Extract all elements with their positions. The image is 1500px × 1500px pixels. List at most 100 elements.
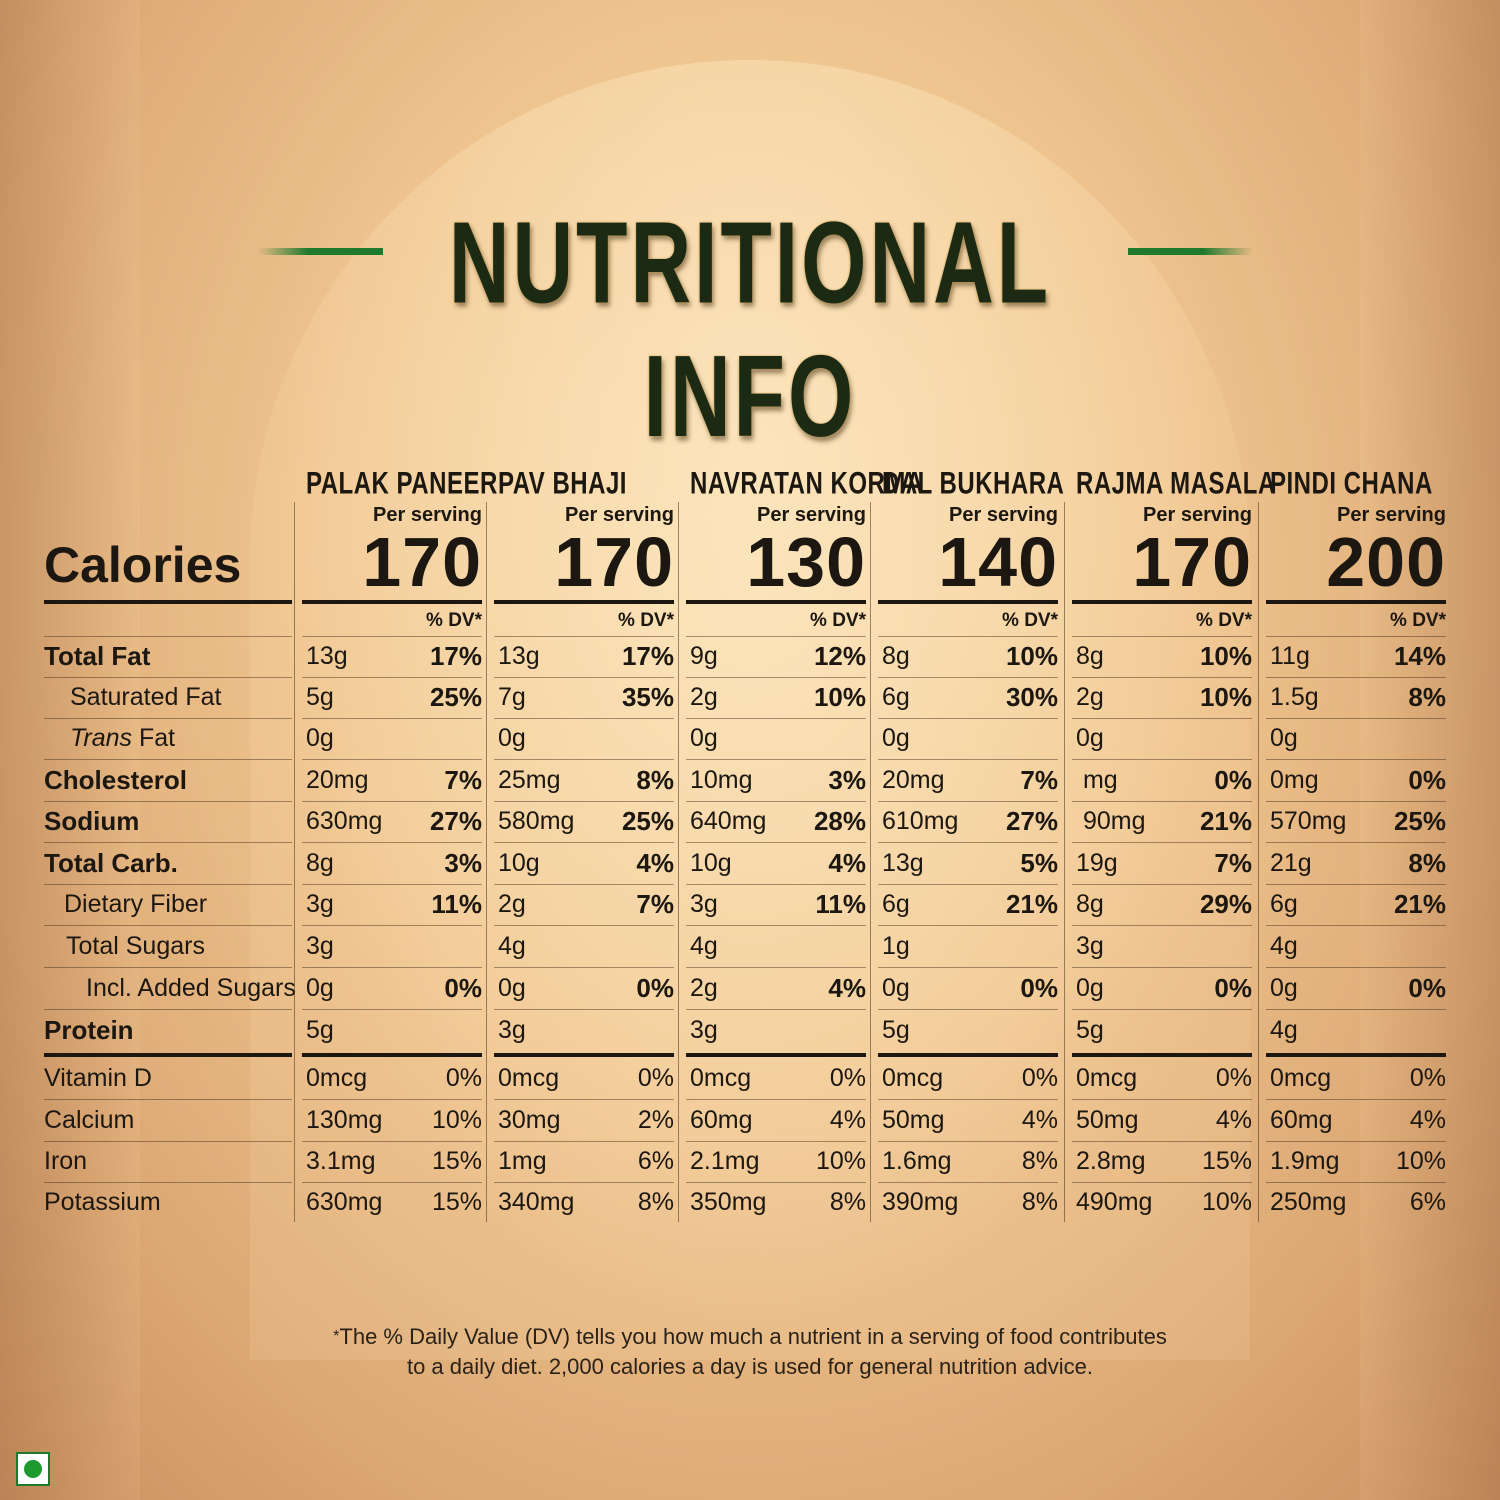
row-separator [494, 759, 674, 760]
nutrient-dv: 10% [1199, 682, 1252, 712]
row-separator [44, 636, 292, 637]
row-label-total-carb: Total Carb. [44, 848, 178, 878]
nutrient-amount: 20mg [882, 766, 945, 794]
row-separator [494, 718, 674, 719]
nutrient-dv: 6% [1409, 1188, 1446, 1216]
nutrient-amount: 3g [306, 890, 334, 918]
nutrient-dv: 27% [429, 806, 482, 836]
column-divider [678, 502, 679, 1222]
row-label-total-sugars: Total Sugars [66, 932, 205, 960]
nutrient-dv: 0% [636, 973, 674, 1003]
row-separator [686, 801, 866, 802]
column-divider [486, 502, 487, 1222]
nutrient-amount: 0g [882, 974, 910, 1002]
row-separator [494, 842, 674, 843]
nutrient-dv: 21% [1005, 889, 1058, 919]
row-separator [494, 677, 674, 678]
nutrient-dv: 4% [636, 848, 674, 878]
nutrient-amount: 2g [690, 974, 718, 1002]
nutrient-dv: 21% [1199, 806, 1252, 836]
row-label-protein: Protein [44, 1015, 134, 1045]
dv-header: % DV* [1002, 610, 1058, 631]
nutrient-dv: 0% [1409, 1064, 1446, 1092]
row-separator [1266, 1099, 1446, 1100]
row-label-saturated-fat: Saturated Fat [70, 683, 222, 711]
nutrient-dv: 10% [1395, 1147, 1446, 1175]
nutrient-dv: 10% [1201, 1188, 1252, 1216]
row-separator [302, 759, 482, 760]
calories-value: 200 [1326, 523, 1446, 601]
nutrient-amount: 0mcg [882, 1064, 944, 1092]
nutrient-amount: 0mcg [1270, 1064, 1332, 1092]
protein-rule [1072, 1053, 1252, 1057]
nutrient-dv: 0% [1021, 1064, 1058, 1092]
row-separator [686, 718, 866, 719]
row-label-total-fat: Total Fat [44, 641, 151, 671]
nutrient-dv: 8% [1408, 848, 1446, 878]
nutrient-dv: 4% [828, 973, 866, 1003]
nutrient-amount: 0mg [1270, 766, 1319, 794]
dv-header: % DV* [426, 610, 482, 631]
nutrient-amount: 0g [1076, 724, 1104, 752]
calories-value: 130 [746, 523, 866, 601]
nutrient-amount: 3g [306, 932, 334, 960]
protein-rule [1266, 1053, 1446, 1057]
nutrient-amount: 11g [1270, 642, 1310, 670]
product-name: PAV BHAJI [498, 466, 627, 502]
row-separator [1072, 1099, 1252, 1100]
product-column: PAV BHAJI Per serving 170 % DV* 13g 17% 7g 35% 0… [486, 460, 674, 1222]
column-divider [870, 502, 871, 1222]
calories-value: 170 [1132, 523, 1252, 601]
nutrient-amount: 21g [1270, 849, 1312, 877]
nutrient-amount: 4g [1270, 1016, 1298, 1044]
row-separator [686, 1182, 866, 1183]
row-separator [44, 842, 292, 843]
title-line-right [1128, 248, 1253, 255]
row-separator [1072, 759, 1252, 760]
nutrient-dv: 0% [637, 1064, 674, 1092]
nutrient-dv: 5% [1020, 848, 1058, 878]
per-serving-label: Per serving [565, 504, 674, 526]
protein-rule [494, 1053, 674, 1057]
protein-rule [44, 1053, 292, 1057]
nutrient-dv: 35% [621, 682, 674, 712]
calories-rule [302, 600, 482, 604]
nutrient-amount: 25mg [498, 766, 561, 794]
nutrient-amount: 6g [882, 890, 910, 918]
nutrient-amount: 20mg [306, 766, 369, 794]
nutrient-amount: 490mg [1076, 1188, 1153, 1216]
protein-rule [686, 1053, 866, 1057]
nutrient-amount: 2g [1076, 683, 1104, 711]
nutrient-dv: 4% [828, 848, 866, 878]
footnote-line-2: to a daily diet. 2,000 calories a day is… [406, 1354, 1094, 1379]
row-label-sodium: Sodium [44, 806, 140, 836]
nutrient-amount: 3g [690, 890, 718, 918]
row-separator [1072, 884, 1252, 885]
nutrient-amount: 10mg [690, 766, 753, 794]
nutrient-amount: 0g [498, 724, 526, 752]
nutrient-amount: 60mg [690, 1106, 753, 1134]
nutrient-dv: 3% [828, 765, 866, 795]
nutrient-amount: 0g [306, 724, 334, 752]
nutrient-amount: 13g [498, 642, 540, 670]
nutrient-amount: 6g [882, 683, 910, 711]
row-separator [878, 1141, 1058, 1142]
row-separator [1266, 884, 1446, 885]
row-separator [1072, 636, 1252, 637]
row-separator [1072, 1009, 1252, 1010]
column-divider [294, 502, 295, 1222]
product-column: DAL BUKHARA Per serving 140 % DV* 8g 10% 6g 30%… [870, 460, 1064, 1222]
row-separator [44, 1009, 292, 1010]
nutrient-amount: 640mg [690, 807, 767, 835]
row-label-vitamin-d: Vitamin D [44, 1064, 152, 1092]
row-separator [686, 884, 866, 885]
row-separator [686, 842, 866, 843]
nutrient-dv: 0% [1214, 973, 1252, 1003]
nutrient-dv: 14% [1393, 641, 1446, 671]
row-separator [878, 967, 1058, 968]
calories-rule [44, 600, 292, 604]
trans-italic: Trans [70, 724, 133, 752]
nutrient-dv: 11% [815, 889, 866, 919]
row-separator [1072, 1141, 1252, 1142]
row-separator [686, 967, 866, 968]
